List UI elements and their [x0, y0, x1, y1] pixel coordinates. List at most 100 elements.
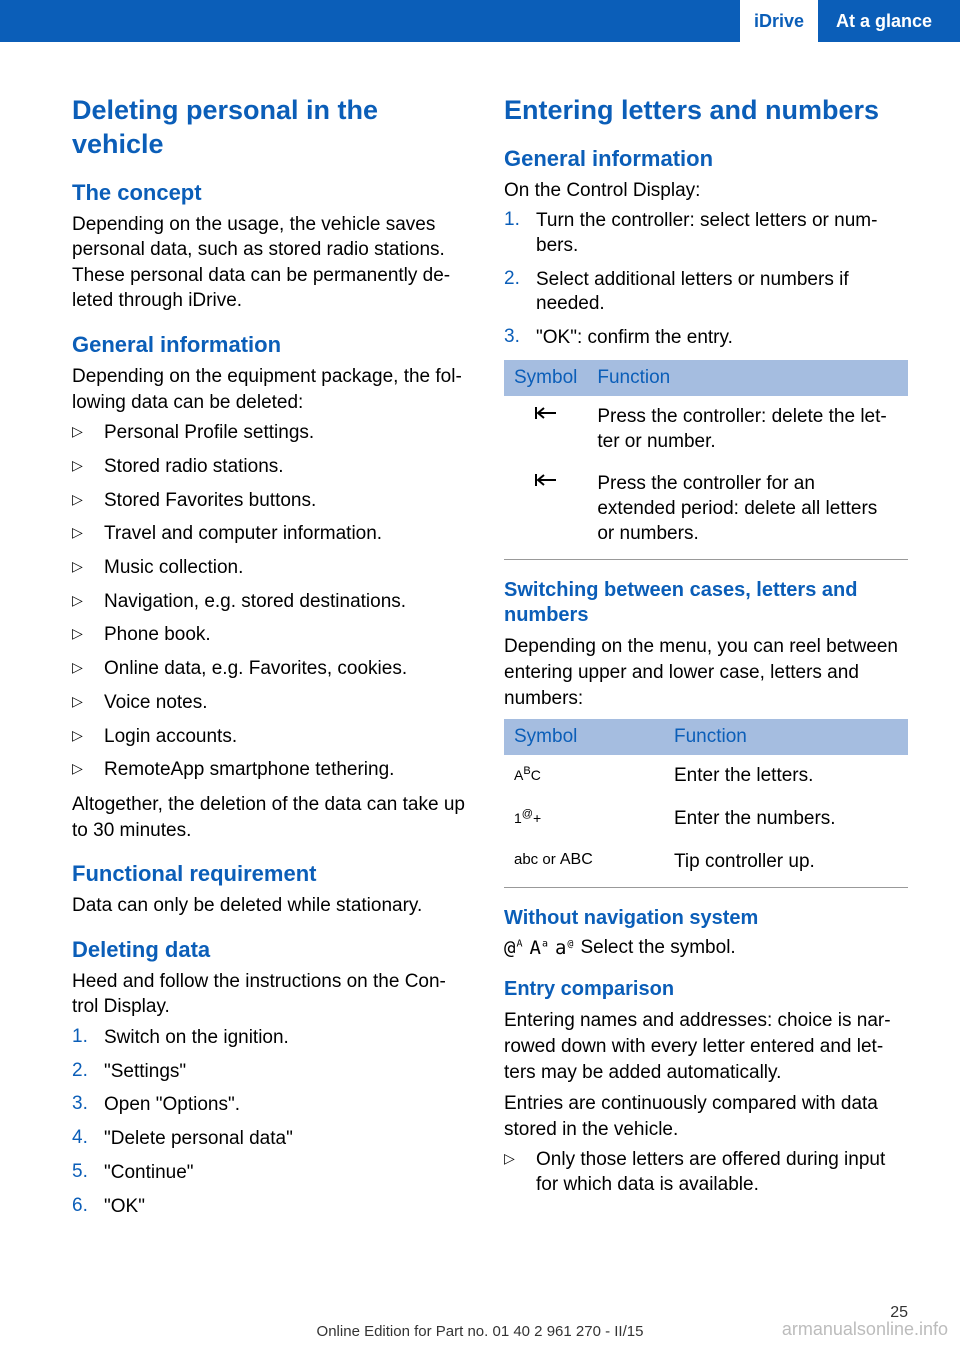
entry-comparison-heading: Entry comparison — [504, 977, 908, 1002]
tbl2-head-function: Function — [664, 719, 908, 755]
without-nav-row: @A Aa a@ Select the symbol. — [504, 937, 908, 959]
list-item: 1.Turn the controller: select letters or… — [504, 209, 908, 258]
switching-heading: Switching between cases, letters and num… — [504, 578, 908, 628]
bullet-marker-icon: ▷ — [504, 1148, 536, 1197]
table-row: Press the controller: delete the let‐ te… — [504, 396, 908, 463]
symbol-icon: Aa — [529, 937, 548, 959]
bullet-marker-icon: ▷ — [72, 657, 104, 682]
right-column: Entering letters and numbers General inf… — [504, 94, 908, 1228]
symbol-icon: 1@+ — [504, 798, 664, 841]
switching-paragraph: Depending on the menu, you can reel betw… — [504, 634, 908, 711]
bullet-text: RemoteApp smartphone tethering. — [104, 758, 476, 783]
list-item: 1.Switch on the ignition. — [72, 1026, 476, 1051]
function-text: Tip controller up. — [664, 841, 908, 884]
deleting-data-paragraph: Heed and follow the instructions on the … — [72, 969, 476, 1020]
bullet-text: Stored radio stations. — [104, 455, 476, 480]
general-info-heading-left: General information — [72, 332, 476, 358]
table-row: 1@+Enter the numbers. — [504, 798, 908, 841]
general-info-paragraph-right: On the Control Display: — [504, 178, 908, 204]
bullet-text: Voice notes. — [104, 691, 476, 716]
list-item: ▷Navigation, e.g. stored destinations. — [72, 590, 476, 615]
list-item: ▷Stored radio stations. — [72, 455, 476, 480]
tbl1-head-symbol: Symbol — [504, 360, 587, 396]
footer-line: Online Edition for Part no. 01 40 2 961 … — [317, 1323, 644, 1340]
tbl1-fn-0: Press the controller: delete the let‐ te… — [587, 396, 908, 463]
table-row: abc or ABCTip controller up. — [504, 841, 908, 884]
step-text: "Settings" — [104, 1060, 476, 1085]
step-number: 1. — [504, 209, 536, 258]
table-divider — [504, 559, 908, 560]
list-item: ▷Stored Favorites buttons. — [72, 489, 476, 514]
bullet-marker-icon: ▷ — [72, 522, 104, 547]
concept-paragraph: Depending on the usage, the vehicle save… — [72, 212, 476, 315]
left-column: Deleting personal in the vehicle The con… — [72, 94, 476, 1228]
bullet-text: Navigation, e.g. stored destinations. — [104, 590, 476, 615]
general-info-heading-right: General information — [504, 146, 908, 172]
bullet-text: Online data, e.g. Favorites, cookies. — [104, 657, 476, 682]
symbol-icon: a@ — [555, 937, 574, 959]
back-arrow-icon — [504, 396, 587, 463]
bullet-text: Login accounts. — [104, 725, 476, 750]
list-item: 6."OK" — [72, 1195, 476, 1220]
step-number: 6. — [72, 1195, 104, 1220]
tbl2-head-symbol: Symbol — [504, 719, 664, 755]
bullet-text: Music collection. — [104, 556, 476, 581]
list-item: ▷Voice notes. — [72, 691, 476, 716]
list-item: ▷Personal Profile settings. — [72, 421, 476, 446]
list-item: ▷ Only those letters are offered during … — [504, 1148, 908, 1197]
bullet-marker-icon: ▷ — [72, 489, 104, 514]
header-idrive: iDrive — [740, 0, 818, 42]
entering-steps-list: 1.Turn the controller: select letters or… — [504, 209, 908, 350]
back-arrow-icon — [504, 463, 587, 555]
step-number: 3. — [72, 1093, 104, 1118]
bullet-text: Stored Favorites buttons. — [104, 489, 476, 514]
entry-comparison-p1: Entering names and addresses: choice is … — [504, 1008, 908, 1085]
step-text: "OK" — [104, 1195, 476, 1220]
watermark-text: armanualsonline.info — [782, 1319, 948, 1340]
list-item: 2.Select additional letters or numbers i… — [504, 268, 908, 317]
table-divider — [504, 887, 908, 888]
page-footer: Online Edition for Part no. 01 40 2 961 … — [0, 1323, 960, 1340]
tbl1-fn-1: Press the controller for an extended per… — [587, 463, 908, 555]
right-h1: Entering letters and numbers — [504, 94, 908, 128]
symbol-icon: @A — [504, 937, 523, 959]
step-number: 1. — [72, 1026, 104, 1051]
symbol-icon: abc or ABC — [504, 841, 664, 884]
without-nav-heading: Without navigation system — [504, 906, 908, 931]
tbl1-head-function: Function — [587, 360, 908, 396]
functional-req-heading: Functional requirement — [72, 861, 476, 887]
header-section: At a glance — [836, 11, 932, 32]
list-item: ▷Music collection. — [72, 556, 476, 581]
entry-bullet-list: ▷ Only those letters are offered during … — [504, 1148, 908, 1197]
concept-heading: The concept — [72, 180, 476, 206]
list-item: ▷RemoteApp smartphone tethering. — [72, 758, 476, 783]
page-header: iDrive At a glance — [0, 0, 960, 42]
step-text: "Continue" — [104, 1161, 476, 1186]
deletable-data-list: ▷Personal Profile settings.▷Stored radio… — [72, 421, 476, 783]
step-text: "OK": confirm the entry. — [536, 326, 908, 351]
step-number: 2. — [504, 268, 536, 317]
general-info-paragraph-left: Depending on the equipment package, the … — [72, 364, 476, 415]
bullet-marker-icon: ▷ — [72, 556, 104, 581]
step-text: Open "Options". — [104, 1093, 476, 1118]
step-text: Switch on the ignition. — [104, 1026, 476, 1051]
functional-req-paragraph: Data can only be deleted while stationar… — [72, 893, 476, 919]
step-text: Select additional letters or numbers if … — [536, 268, 908, 317]
bullet-marker-icon: ▷ — [72, 421, 104, 446]
deleting-data-heading: Deleting data — [72, 937, 476, 963]
symbol-function-table-2: Symbol Function ABCEnter the letters.1@+… — [504, 719, 908, 883]
bullet-text: Personal Profile settings. — [104, 421, 476, 446]
step-number: 5. — [72, 1161, 104, 1186]
symbol-function-table-1: Symbol Function Press the controller: de… — [504, 360, 908, 555]
table-row: ABCEnter the letters. — [504, 755, 908, 798]
symbol-icon: ABC — [504, 755, 664, 798]
list-item: ▷Online data, e.g. Favorites, cookies. — [72, 657, 476, 682]
table-row: Press the controller for an extended per… — [504, 463, 908, 555]
list-item: 3."OK": confirm the entry. — [504, 326, 908, 351]
step-text: "Delete personal data" — [104, 1127, 476, 1152]
bullet-marker-icon: ▷ — [72, 691, 104, 716]
entry-comparison-p2: Entries are continuously compared with d… — [504, 1091, 908, 1142]
bullet-marker-icon: ▷ — [72, 590, 104, 615]
without-nav-text: Select the symbol. — [580, 937, 735, 959]
list-item: ▷Travel and computer information. — [72, 522, 476, 547]
